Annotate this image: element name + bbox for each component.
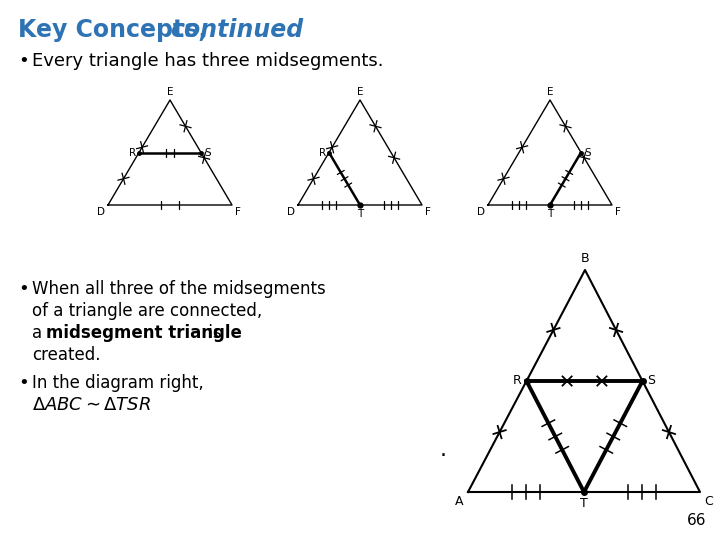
- Text: •: •: [18, 52, 29, 70]
- Text: .: .: [440, 440, 447, 460]
- Text: When all three of the midsegments: When all three of the midsegments: [32, 280, 325, 298]
- Text: T: T: [547, 209, 553, 219]
- Text: E: E: [167, 87, 174, 97]
- Text: R: R: [513, 375, 521, 388]
- Text: C: C: [704, 495, 713, 508]
- Text: $\Delta ABC{\sim}\Delta TSR$: $\Delta ABC{\sim}\Delta TSR$: [32, 396, 151, 414]
- Text: T: T: [357, 209, 363, 219]
- Text: S: S: [647, 375, 655, 388]
- Text: D: D: [477, 207, 485, 217]
- Text: D: D: [287, 207, 295, 217]
- Text: S: S: [204, 147, 211, 158]
- Text: T: T: [580, 497, 588, 510]
- Text: In the diagram right,: In the diagram right,: [32, 374, 204, 392]
- Text: D: D: [97, 207, 105, 217]
- Text: R: R: [319, 147, 326, 158]
- Text: F: F: [425, 207, 431, 217]
- Text: continued: continued: [170, 18, 303, 42]
- Text: S: S: [584, 147, 590, 158]
- Text: is: is: [203, 324, 222, 342]
- Text: E: E: [546, 87, 553, 97]
- Text: F: F: [235, 207, 241, 217]
- Text: •: •: [18, 374, 29, 392]
- Text: F: F: [615, 207, 621, 217]
- Text: R: R: [129, 147, 136, 158]
- Text: 66: 66: [686, 513, 706, 528]
- Text: a: a: [32, 324, 48, 342]
- Text: created.: created.: [32, 346, 101, 364]
- Text: B: B: [581, 252, 589, 265]
- Text: A: A: [454, 495, 463, 508]
- Text: •: •: [18, 280, 29, 298]
- Text: of a triangle are connected,: of a triangle are connected,: [32, 302, 262, 320]
- Text: Every triangle has three midsegments.: Every triangle has three midsegments.: [32, 52, 384, 70]
- Text: Key Concepts,: Key Concepts,: [18, 18, 215, 42]
- Text: E: E: [356, 87, 364, 97]
- Text: midsegment triangle: midsegment triangle: [46, 324, 242, 342]
